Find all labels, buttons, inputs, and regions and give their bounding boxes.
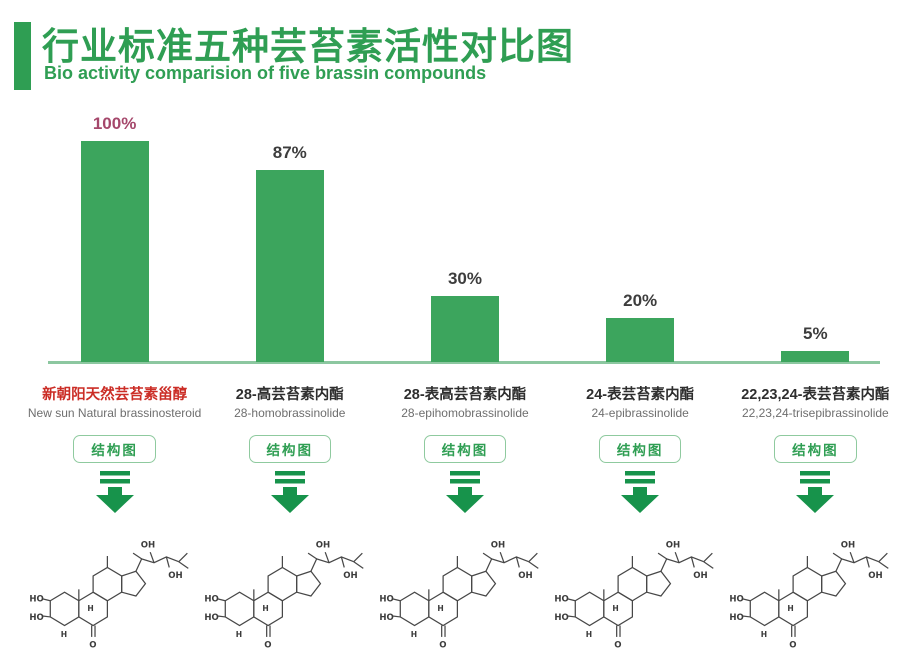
down-arrow-icon (445, 471, 484, 513)
compound-name-en: 24-epibrassinolide (591, 406, 689, 420)
compound-column-1: 100% 新朝阳天然芸苔素甾醇 New sun Natural brassino… (27, 112, 202, 655)
bar-area: 5% (728, 112, 903, 362)
bar-value-label: 100% (92, 114, 137, 133)
bar-area: 20% (553, 112, 728, 362)
bar-value-label: 20% (623, 291, 658, 310)
compound-name-zh: 28-表高芸苔素内酯 (403, 387, 527, 403)
compound-column-4: 20% 24-表芸苔素内酯 24-epibrassinolide 结构图 (553, 112, 728, 655)
compound-name-en: 28-homobrassinolide (234, 406, 346, 420)
compound-name-zh: 新朝阳天然芸苔素甾醇 (42, 387, 188, 403)
chart-baseline (48, 361, 880, 364)
bar-value-label: 5% (803, 324, 828, 343)
bar-1 (80, 141, 149, 362)
compound-name-en: New sun Natural brassinosteroid (27, 406, 202, 420)
bar-area: 100% (27, 112, 202, 362)
compound-column-5: 5% 22,23,24-表芸苔素内酯 22,23,24-trisepibrass… (728, 112, 903, 655)
down-arrow-icon (95, 471, 134, 513)
compound-name-en: 28-epihomobrassinolide (401, 406, 529, 420)
compound-name-zh: 22,23,24-表芸苔素内酯 (741, 387, 890, 403)
compound-name-zh: 24-表芸苔素内酯 (586, 387, 695, 403)
structure-button[interactable]: 结构图 (423, 435, 507, 463)
bar-4 (606, 318, 675, 362)
down-arrow-icon (621, 471, 660, 513)
bar-value-label: 30% (447, 269, 482, 288)
compound-name-en: 22,23,24-trisepibrassinolide (741, 406, 889, 420)
structure-button[interactable]: 结构图 (73, 435, 156, 463)
compound-column-3: 30% 28-表高芸苔素内酯 28-epihomobrassinolide 结构… (377, 112, 552, 655)
bar-3 (430, 296, 499, 362)
bar-2 (255, 170, 324, 362)
down-arrow-icon (270, 471, 309, 513)
structure-button[interactable]: 结构图 (598, 435, 682, 463)
page-subtitle: Bio activity comparision of five brassin… (44, 63, 487, 83)
header: 行业标准五种芸苔素活性对比图 Bio activity comparision … (0, 0, 903, 100)
chemical-structure-image (554, 539, 715, 652)
bar-value-label: 87% (272, 143, 307, 162)
bar-5 (781, 351, 850, 362)
page-title: 行业标准五种芸苔素活性对比图 (42, 26, 574, 67)
compound-name-zh: 28-高芸苔素内酯 (235, 387, 344, 403)
title-accent-bar (14, 22, 31, 90)
chemical-structure-image (28, 539, 189, 652)
chemical-structure-image (203, 539, 364, 652)
down-arrow-icon (796, 471, 835, 513)
compound-column-2: 87% 28-高芸苔素内酯 28-homobrassinolide 结构图 (202, 112, 377, 655)
structure-button[interactable]: 结构图 (774, 435, 857, 463)
bar-area: 30% (377, 112, 552, 362)
chemical-structure-image (378, 539, 539, 652)
bar-chart: 100% 新朝阳天然芸苔素甾醇 New sun Natural brassino… (27, 112, 903, 655)
chemical-structure-image (729, 539, 890, 652)
bar-area: 87% (202, 112, 377, 362)
structure-button[interactable]: 结构图 (248, 435, 332, 463)
